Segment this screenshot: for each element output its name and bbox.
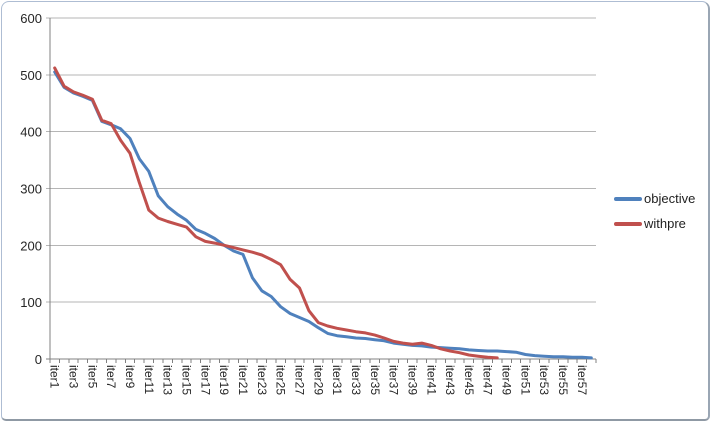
x-axis-label-iter43: iter43 bbox=[443, 365, 457, 395]
x-axis-label-iter19: iter19 bbox=[217, 365, 231, 395]
x-axis-label-iter55: iter55 bbox=[556, 365, 570, 395]
x-axis-label-iter53: iter53 bbox=[537, 365, 551, 395]
x-axis-label-iter5: iter5 bbox=[85, 365, 99, 389]
x-axis-label-iter39: iter39 bbox=[405, 365, 419, 395]
x-axis-label-iter7: iter7 bbox=[104, 365, 118, 389]
y-axis-label-0: 0 bbox=[35, 352, 42, 367]
series-line-objective[interactable] bbox=[53, 70, 593, 360]
x-axis-label-iter21: iter21 bbox=[236, 365, 250, 395]
x-axis-label-iter11: iter11 bbox=[142, 365, 156, 394]
series-line-withpre[interactable] bbox=[53, 66, 499, 360]
legend-label-withpre: withpre bbox=[644, 216, 686, 231]
x-axis-label-iter13: iter13 bbox=[161, 365, 175, 395]
x-axis-label-iter27: iter27 bbox=[292, 365, 306, 395]
x-axis-label-iter41: iter41 bbox=[424, 365, 438, 395]
x-axis-label-iter49: iter49 bbox=[500, 365, 514, 395]
y-axis-label-400: 400 bbox=[20, 125, 42, 140]
x-axis-label-iter35: iter35 bbox=[368, 365, 382, 395]
y-axis-label-100: 100 bbox=[20, 295, 42, 310]
x-axis-label-iter3: iter3 bbox=[67, 365, 81, 389]
objective-line-swatch bbox=[614, 197, 642, 201]
y-axis-label-200: 200 bbox=[20, 238, 42, 253]
legend-label-objective: objective bbox=[644, 191, 696, 206]
x-axis-label-iter57: iter57 bbox=[575, 365, 589, 395]
x-axis-label-iter9: iter9 bbox=[123, 365, 137, 389]
x-axis-label-iter29: iter29 bbox=[311, 365, 325, 395]
chart-legend: objective withpre bbox=[614, 190, 695, 240]
x-axis-label-iter47: iter47 bbox=[481, 365, 495, 395]
y-axis-label-300: 300 bbox=[20, 182, 42, 197]
withpre-line-swatch bbox=[614, 222, 642, 226]
legend-item-objective[interactable]: objective bbox=[614, 190, 695, 208]
x-axis-label-iter1: iter1 bbox=[48, 365, 62, 389]
x-axis-label-iter15: iter15 bbox=[180, 365, 194, 395]
x-axis-label-iter51: iter51 bbox=[518, 365, 532, 395]
x-axis-label-iter25: iter25 bbox=[274, 365, 288, 395]
legend-item-withpre[interactable]: withpre bbox=[614, 215, 695, 233]
x-axis-label-iter45: iter45 bbox=[462, 365, 476, 395]
x-axis-label-iter37: iter37 bbox=[387, 365, 401, 395]
x-axis-label-iter31: iter31 bbox=[330, 365, 344, 395]
y-axis-label-600: 600 bbox=[20, 11, 42, 26]
y-axis-label-500: 500 bbox=[20, 68, 42, 83]
x-axis-label-iter17: iter17 bbox=[198, 365, 212, 395]
line-chart-plot-area: 0 100 200 300 400 500 600 iter1 iter3 iter5 iter7 i… bbox=[20, 11, 597, 395]
x-axis-label-iter33: iter33 bbox=[349, 365, 363, 395]
x-axis-label-iter23: iter23 bbox=[255, 365, 269, 395]
